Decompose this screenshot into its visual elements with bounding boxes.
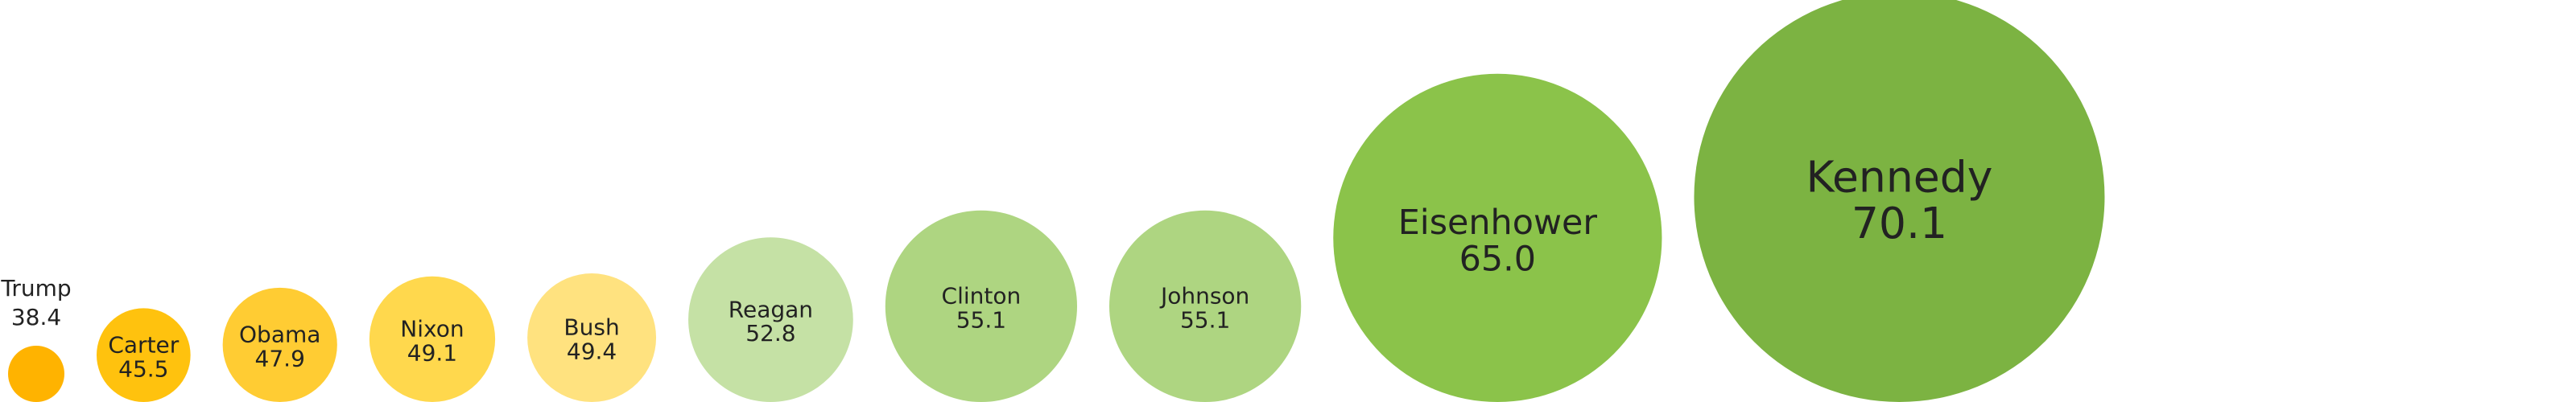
- bubble-value-label: 47.9: [255, 346, 305, 372]
- bubble-name-label: Bush: [564, 314, 619, 341]
- bubble-circle: [1333, 73, 1662, 402]
- bubble-value-label: 55.1: [1180, 306, 1230, 333]
- bubble-name-label: Eisenhower: [1398, 203, 1598, 243]
- bubble-name-label: Carter: [108, 331, 179, 358]
- bubble-circle: [527, 273, 657, 402]
- bubble-circle: [885, 210, 1078, 402]
- bubble-circle: [1694, 0, 2105, 402]
- bubble-value-label: 65.0: [1459, 240, 1536, 280]
- bubble-circle: [8, 346, 64, 402]
- bubble-value-label: 55.1: [956, 306, 1006, 333]
- bubble-name-label: Kennedy: [1806, 152, 1993, 203]
- bubble-name-label: Clinton: [942, 283, 1022, 310]
- bubble-circle: [1109, 210, 1302, 402]
- bubble-value-label: 49.1: [407, 339, 457, 366]
- bubble-value-label: 45.5: [118, 355, 168, 382]
- bubble-name-label: Johnson: [1159, 283, 1249, 310]
- bubble-circle: [369, 276, 496, 402]
- bubble-value-label: 70.1: [1852, 198, 1947, 248]
- bubble-value-label: 49.4: [567, 338, 617, 365]
- bubble-name-label: Obama: [239, 322, 320, 348]
- bubble-value-label: 52.8: [745, 320, 795, 347]
- bubble-value-label: 38.4: [11, 304, 61, 330]
- bubble-circle: [222, 287, 337, 402]
- bubble-name-label: Trump: [0, 275, 71, 302]
- bubble-circle: [688, 237, 853, 402]
- bubble-name-label: Reagan: [729, 296, 813, 322]
- bubble-circle: [97, 308, 191, 402]
- bubble-name-label: Nixon: [400, 315, 464, 342]
